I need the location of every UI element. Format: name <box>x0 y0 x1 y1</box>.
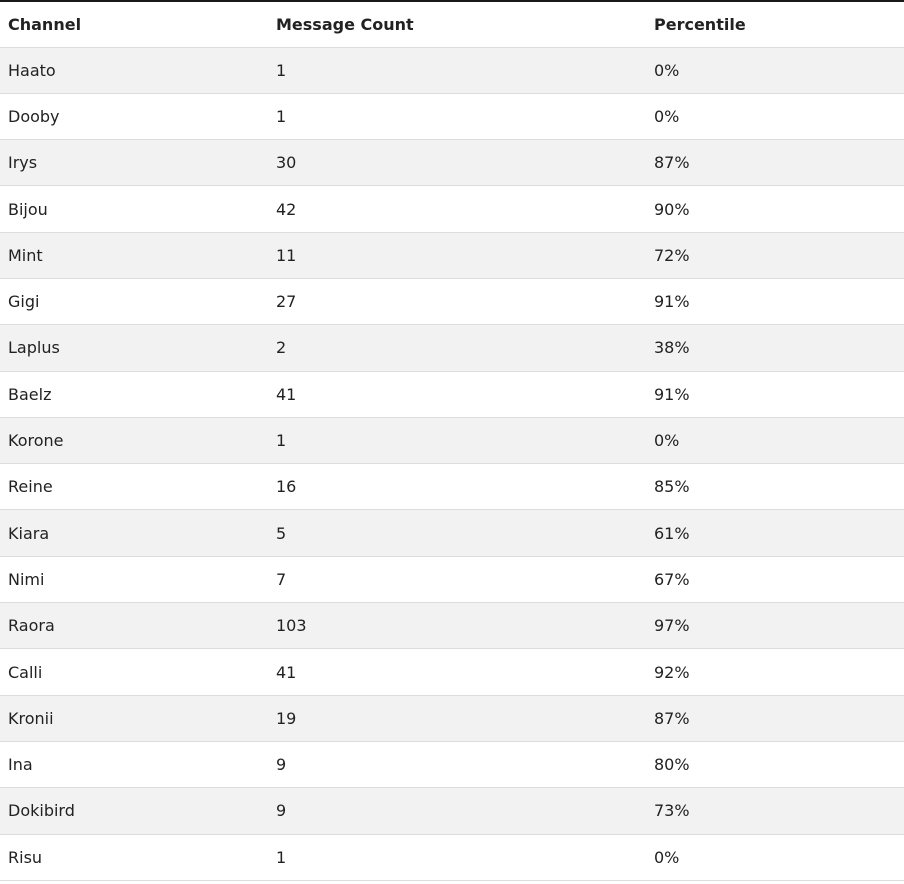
table-row: Kronii 19 87% <box>0 695 904 742</box>
cell-message-count: 30 <box>268 139 646 187</box>
table-row: Bijou 42 90% <box>0 185 904 233</box>
cell-percentile: 91% <box>646 278 904 326</box>
cell-channel: Mint <box>0 232 268 279</box>
cell-message-count: 5 <box>268 509 646 557</box>
header-message-count: Message Count <box>268 1 646 48</box>
table-row: Reine 16 85% <box>0 463 904 511</box>
cell-percentile: 0% <box>646 93 904 141</box>
header-channel: Channel <box>0 1 268 48</box>
cell-message-count: 41 <box>268 648 646 696</box>
cell-message-count: 1 <box>268 417 646 465</box>
cell-message-count: 1 <box>268 47 646 94</box>
cell-message-count: 19 <box>268 695 646 742</box>
cell-percentile: 72% <box>646 232 904 279</box>
cell-percentile: 97% <box>646 602 904 650</box>
cell-percentile: 0% <box>646 47 904 94</box>
table-row: Irys 30 87% <box>0 139 904 187</box>
table-row: Laplus 2 38% <box>0 324 904 372</box>
cell-channel: Dokibird <box>0 787 268 835</box>
cell-channel: Dooby <box>0 93 268 141</box>
cell-percentile: 80% <box>646 741 904 789</box>
header-percentile: Percentile <box>646 1 904 48</box>
cell-message-count: 103 <box>268 602 646 650</box>
table-row: Kiara 5 61% <box>0 509 904 557</box>
cell-percentile: 38% <box>646 324 904 372</box>
cell-percentile: 61% <box>646 509 904 557</box>
cell-message-count: 9 <box>268 787 646 835</box>
cell-message-count: 16 <box>268 463 646 511</box>
cell-percentile: 73% <box>646 787 904 835</box>
cell-channel: Kronii <box>0 695 268 742</box>
cell-message-count: 42 <box>268 185 646 233</box>
table-row: Baelz 41 91% <box>0 371 904 418</box>
table-row: Nimi 7 67% <box>0 556 904 604</box>
table-row: Dooby 1 0% <box>0 93 904 141</box>
table-row: Mint 11 72% <box>0 232 904 279</box>
table-row: Dokibird 9 73% <box>0 787 904 835</box>
cell-message-count: 1 <box>268 834 646 881</box>
cell-channel: Nimi <box>0 556 268 604</box>
cell-message-count: 41 <box>268 371 646 418</box>
table-row: Ina 9 80% <box>0 741 904 789</box>
table-row: Korone 1 0% <box>0 417 904 465</box>
table-row: Gigi 27 91% <box>0 278 904 326</box>
cell-message-count: 1 <box>268 93 646 141</box>
cell-channel: Baelz <box>0 371 268 418</box>
header-row: Channel Message Count Percentile <box>0 1 904 48</box>
cell-channel: Ina <box>0 741 268 789</box>
cell-channel: Risu <box>0 834 268 881</box>
cell-channel: Raora <box>0 602 268 650</box>
cell-channel: Korone <box>0 417 268 465</box>
cell-percentile: 92% <box>646 648 904 696</box>
cell-percentile: 87% <box>646 139 904 187</box>
cell-channel: Haato <box>0 47 268 94</box>
cell-channel: Calli <box>0 648 268 696</box>
cell-percentile: 67% <box>646 556 904 604</box>
cell-channel: Bijou <box>0 185 268 233</box>
table-row: Calli 41 92% <box>0 648 904 696</box>
cell-channel: Gigi <box>0 278 268 326</box>
cell-percentile: 85% <box>646 463 904 511</box>
table-row: Risu 1 0% <box>0 834 904 881</box>
cell-percentile: 91% <box>646 371 904 418</box>
cell-percentile: 0% <box>646 417 904 465</box>
cell-message-count: 11 <box>268 232 646 279</box>
cell-percentile: 87% <box>646 695 904 742</box>
cell-channel: Irys <box>0 139 268 187</box>
cell-message-count: 2 <box>268 324 646 372</box>
cell-channel: Laplus <box>0 324 268 372</box>
table-row: Raora 103 97% <box>0 602 904 650</box>
cell-message-count: 9 <box>268 741 646 789</box>
cell-message-count: 27 <box>268 278 646 326</box>
cell-message-count: 7 <box>268 556 646 604</box>
cell-channel: Reine <box>0 463 268 511</box>
cell-channel: Kiara <box>0 509 268 557</box>
cell-percentile: 0% <box>646 834 904 881</box>
table-row: Haato 1 0% <box>0 47 904 94</box>
cell-percentile: 90% <box>646 185 904 233</box>
